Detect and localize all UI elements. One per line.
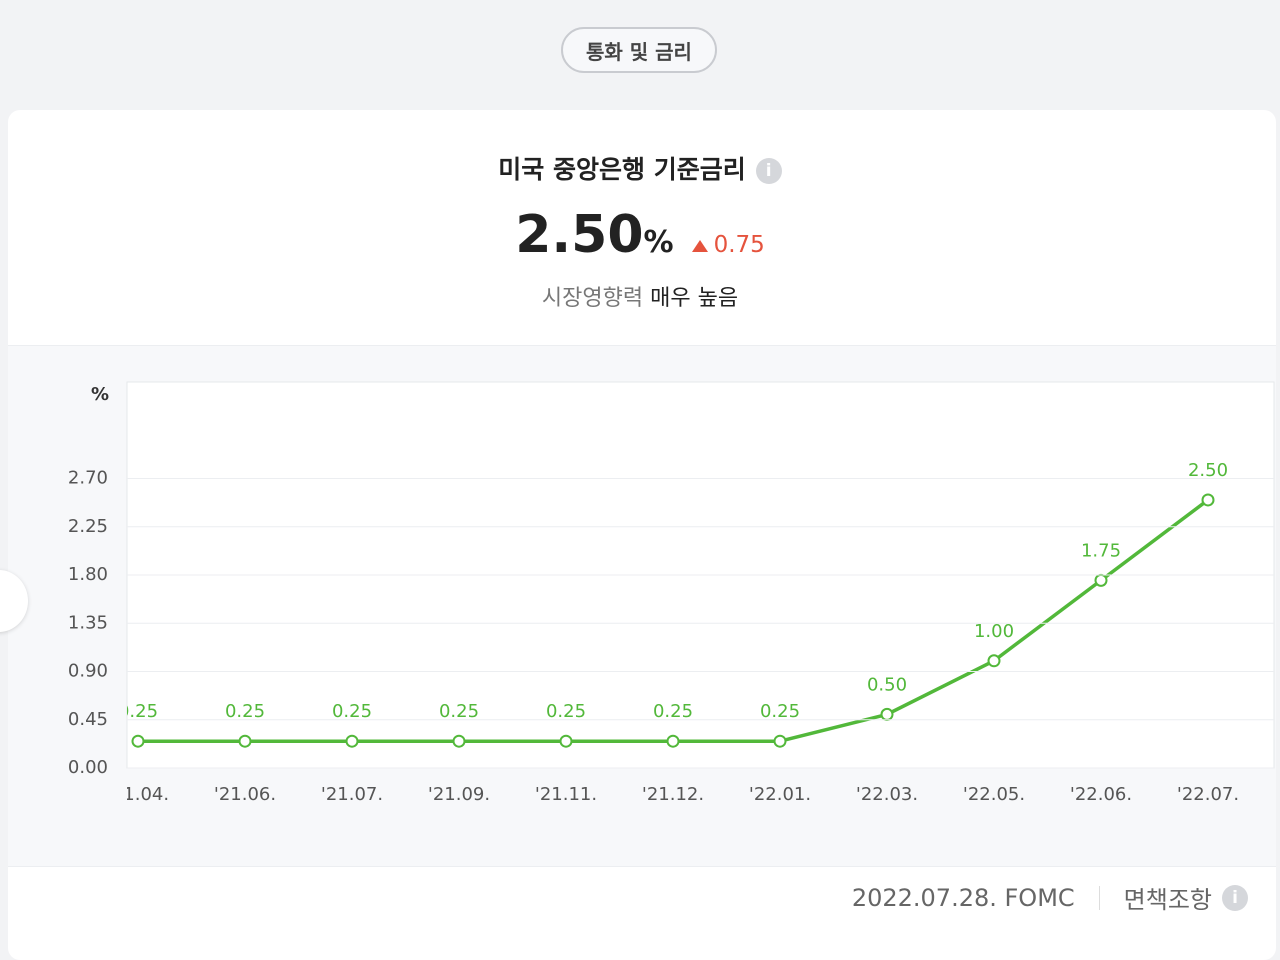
data-label: 1.75 (1081, 540, 1121, 561)
data-point (880, 707, 894, 721)
data-point (666, 734, 680, 748)
data-point (773, 734, 787, 748)
separator (1098, 885, 1100, 910)
chart: % '21.04. '21.06. '21.07. '21.09. '21.11. '21… (68, 381, 1275, 805)
data-label: 0.25 (760, 701, 800, 722)
rate-value: 2.50 (515, 205, 644, 265)
rate-unit: % (643, 225, 674, 260)
y-tick-label: 0.00 (68, 757, 108, 778)
data-point (1094, 573, 1108, 587)
change-value: 0.75 (713, 232, 765, 258)
x-tick-label: '21.04. (107, 784, 169, 805)
data-label: 0.25 (118, 701, 158, 722)
y-tick-label: 2.25 (68, 516, 108, 537)
info-icon[interactable]: i (755, 158, 782, 184)
footer: 2022.07.28. FOMC 면책조항 i (852, 880, 1248, 915)
data-point (987, 654, 1001, 668)
data-point (1201, 493, 1215, 507)
y-tick-label: 0.45 (68, 709, 108, 730)
y-tick-label: 1.35 (68, 612, 108, 633)
rate-change: 0.75 (691, 232, 765, 258)
x-tick-label: '21.12. (642, 784, 704, 805)
data-label: 0.25 (332, 701, 372, 722)
data-point (238, 734, 252, 748)
data-point (345, 734, 359, 748)
data-point (559, 734, 573, 748)
x-tick-label: '21.11. (535, 784, 597, 805)
impact-value: 매우 높음 (650, 286, 739, 311)
tab-button[interactable]: 통화 및 금리 (561, 27, 717, 73)
info-icon[interactable]: i (1222, 884, 1248, 911)
y-tick-label: 1.80 (68, 564, 108, 585)
data-label: 2.50 (1188, 460, 1228, 481)
x-tick-label: '22.01. (749, 784, 811, 805)
plot: '21.04. '21.06. '21.07. '21.09. '21.11. '21.1… (107, 460, 1239, 805)
x-tick-label: '21.07. (321, 784, 383, 805)
up-arrow (691, 240, 708, 252)
y-axis-label: % (91, 384, 109, 405)
y-tick-label: 0.90 (68, 661, 108, 682)
footer-date: 2022.07.28. FOMC (851, 883, 1075, 912)
impact-label: 시장영향력 (541, 286, 644, 311)
title-text: 미국 중앙은행 기준금리 (498, 155, 746, 184)
data-label: 0.25 (653, 701, 693, 722)
disclaimer[interactable]: 면책조항 (1123, 886, 1212, 914)
impact: 시장영향력 매우 높음 (0, 280, 1280, 312)
data-label: 0.25 (546, 701, 586, 722)
card-title: 미국 중앙은행 기준금리 i (0, 150, 1280, 186)
data-label: 0.25 (225, 701, 265, 722)
x-tick-label: '22.07. (1177, 784, 1239, 805)
y-tick-label: 2.70 (68, 468, 108, 489)
x-tick-label: '22.06. (1070, 784, 1132, 805)
data-point (131, 734, 145, 748)
data-label: 0.50 (867, 674, 907, 695)
rate: 2.50% 0.75 (0, 205, 1280, 265)
data-point (452, 734, 466, 748)
x-tick-label: '22.05. (963, 784, 1025, 805)
x-tick-label: '21.09. (428, 784, 490, 805)
x-tick-label: '22.03. (856, 784, 918, 805)
data-label: 0.25 (439, 701, 479, 722)
x-tick-label: '21.06. (214, 784, 276, 805)
data-label: 1.00 (974, 621, 1014, 642)
